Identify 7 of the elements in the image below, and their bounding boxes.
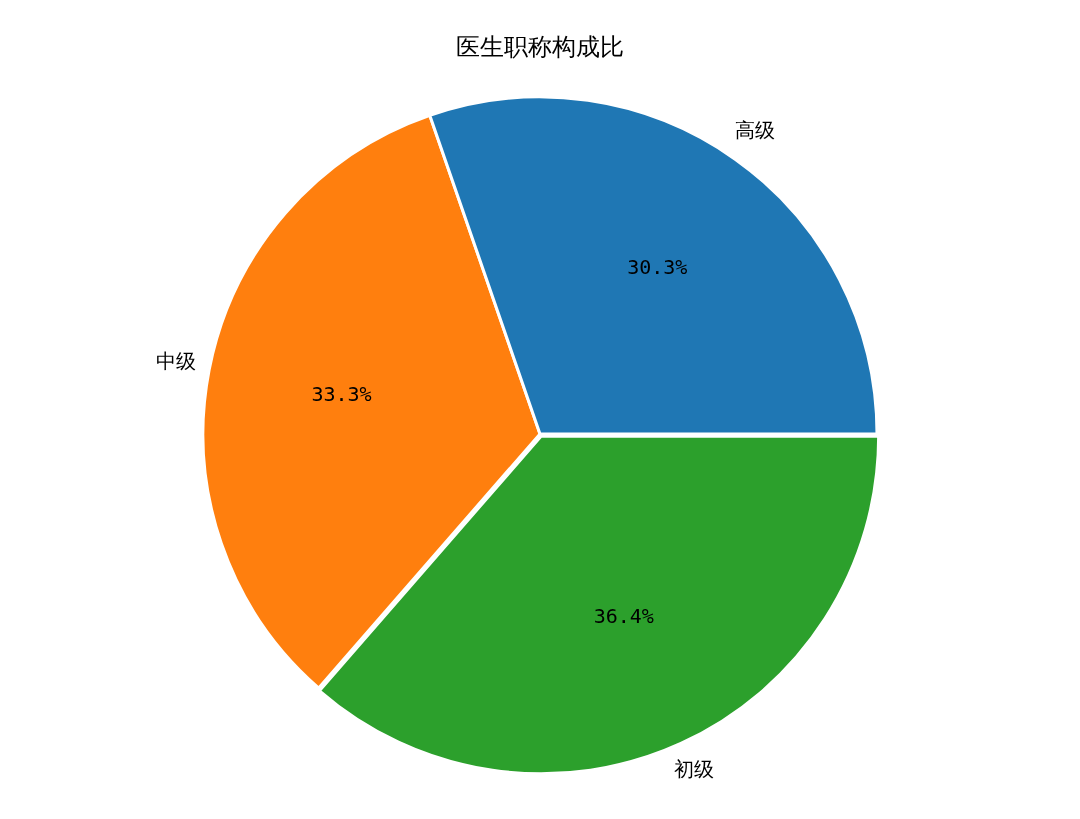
data-label: 30.3% [627,255,688,280]
data-label: 33.3% [311,381,372,406]
slice-label: 中级 [156,349,197,374]
slice-label: 高级 [735,118,776,143]
data-label: 36.4% [593,604,654,629]
chart-title: 医生职称构成比 [456,32,624,61]
slice-label: 初级 [673,757,714,782]
